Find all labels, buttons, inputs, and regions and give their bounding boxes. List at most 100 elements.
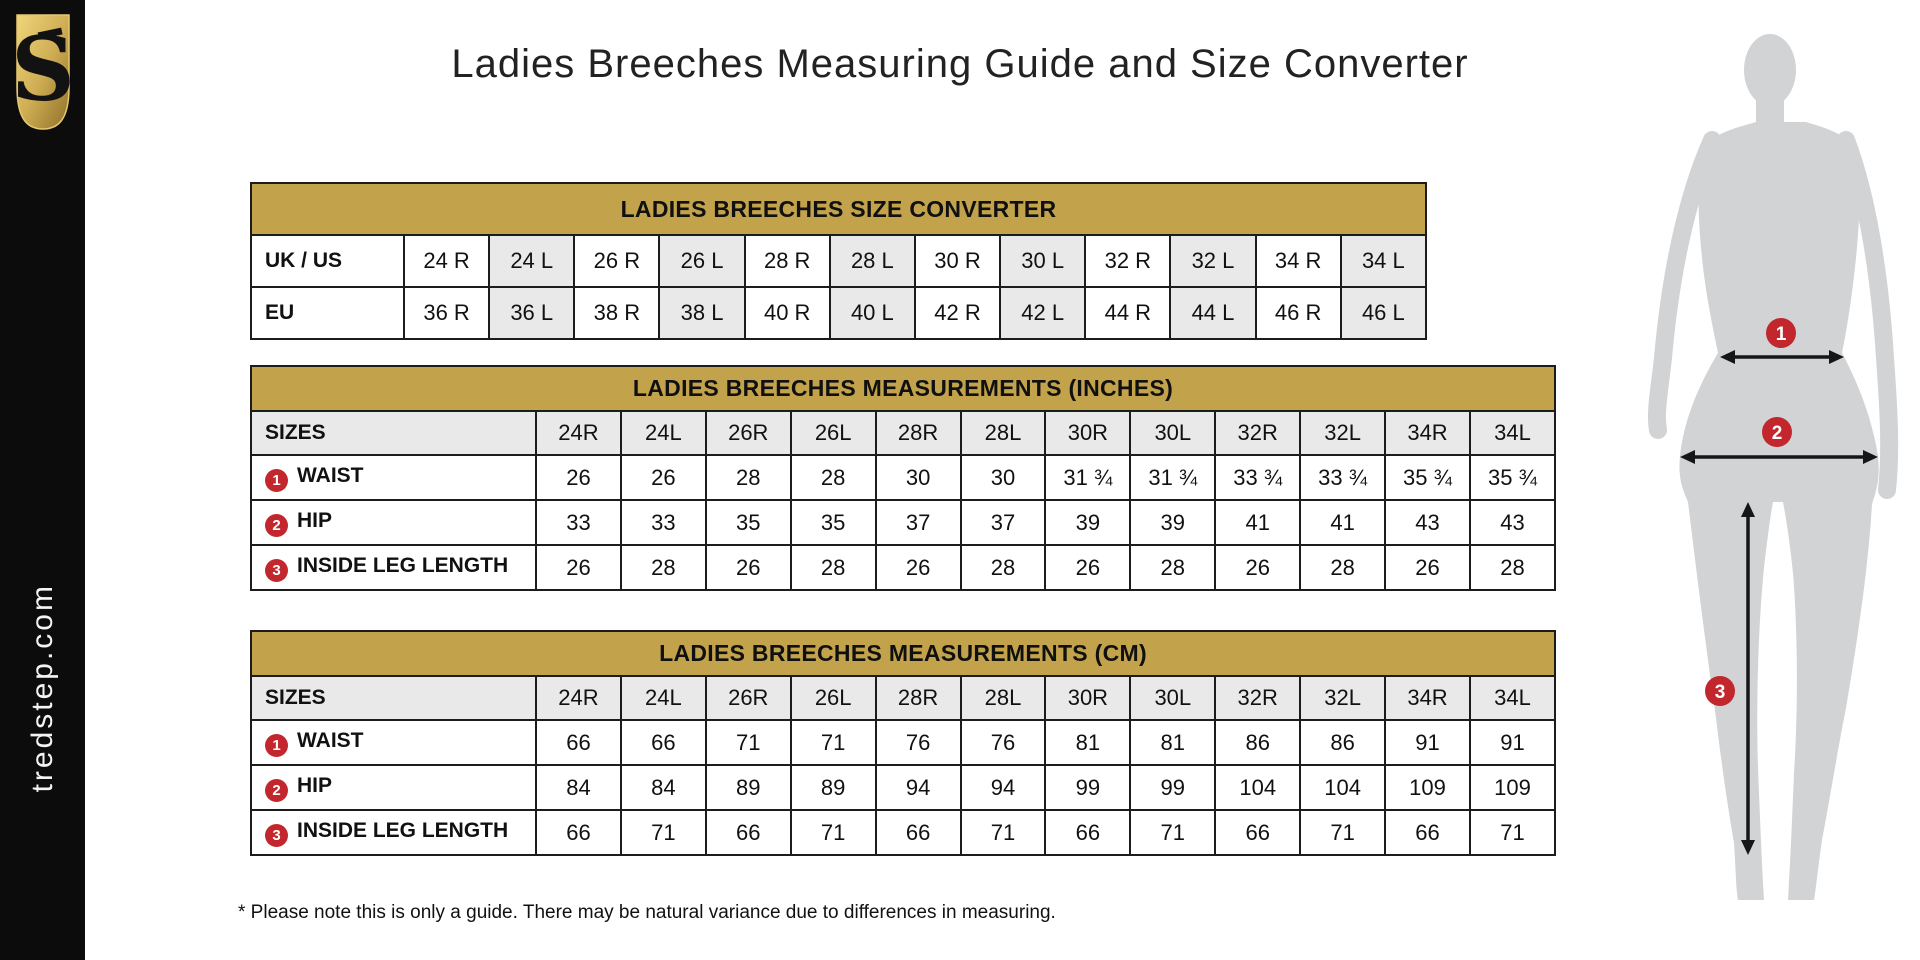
inside-leg-arrow	[1741, 502, 1755, 855]
size-header-cell: 28R	[874, 675, 962, 721]
measurement-cell: 84	[535, 764, 622, 811]
inside-leg-row: 3 INSIDE LEG LENGTH 66 71 66 71 66 71 66 …	[250, 809, 1557, 856]
measurement-cell: 35	[789, 499, 877, 546]
size-header-cell: 34R	[1384, 675, 1471, 721]
marker-badge-3: 3	[265, 558, 288, 582]
measurement-cell: 71	[959, 809, 1047, 856]
size-cell: 32 L	[1169, 234, 1257, 288]
measurement-cell: 31 ¾	[1129, 454, 1217, 501]
size-header-cell: 26L	[789, 675, 877, 721]
measurement-cell: 94	[959, 764, 1047, 811]
size-cell: 46 L	[1339, 286, 1428, 340]
table-row-eu: EU 36 R 36 L 38 R 38 L 40 R 40 L 42 R 42…	[250, 286, 1428, 340]
size-header-cell: 26R	[704, 675, 792, 721]
row-label: 3 INSIDE LEG LENGTH	[250, 544, 537, 591]
row-label: 1 WAIST	[250, 454, 537, 501]
measurement-cell: 43	[1468, 499, 1557, 546]
svg-text:1: 1	[1776, 324, 1787, 345]
page-title: Ladies Breeches Measuring Guide and Size…	[451, 42, 1469, 86]
figure-marker-2: 2	[1762, 417, 1792, 447]
waist-row: 1 WAIST 26 26 28 28 30 30 31 ¾ 31 ¾ 33 ¾ …	[250, 454, 1557, 501]
measurement-cell: 33 ¾	[1214, 454, 1302, 501]
measurement-cell: 71	[789, 719, 877, 766]
measurement-cell: 66	[619, 719, 707, 766]
size-header-cell: 32R	[1214, 675, 1302, 721]
size-header-cell: 24L	[619, 675, 707, 721]
measurement-cell: 26	[535, 454, 622, 501]
size-header-cell: 24L	[619, 410, 707, 456]
table-title: LADIES BREECHES SIZE CONVERTER	[250, 182, 1427, 236]
size-header-cell: 28L	[959, 675, 1047, 721]
measurement-cell: 28	[1299, 544, 1387, 591]
size-cell: 46 R	[1254, 286, 1342, 340]
measurement-cell: 33 ¾	[1299, 454, 1387, 501]
measurements-cm-table: LADIES BREECHES MEASUREMENTS (CM) SIZES …	[250, 630, 1557, 856]
size-cell: 34 L	[1339, 234, 1428, 288]
measurement-cell: 71	[704, 719, 792, 766]
measurement-cell: 35 ¾	[1468, 454, 1557, 501]
size-cell: 28 L	[828, 234, 916, 288]
hip-row: 2 HIP 33 33 35 35 37 37 39 39 41 41 43 43	[250, 499, 1557, 546]
measurement-cell: 71	[619, 809, 707, 856]
measurement-cell: 91	[1384, 719, 1471, 766]
measurement-cell: 37	[874, 499, 962, 546]
size-header-cell: 30R	[1044, 410, 1132, 456]
measurement-cell: 28	[1129, 544, 1217, 591]
measurement-cell: 66	[535, 719, 622, 766]
measurement-cell: 71	[789, 809, 877, 856]
tredstep-logo-icon: S	[14, 14, 72, 130]
size-header-cell: 34R	[1384, 410, 1471, 456]
size-cell: 40 R	[743, 286, 831, 340]
waist-row: 1 WAIST 66 66 71 71 76 76 81 81 86 86 91 …	[250, 719, 1557, 766]
measurement-cell: 26	[619, 454, 707, 501]
size-header-cell: 26R	[704, 410, 792, 456]
size-header-cell: 34L	[1468, 675, 1557, 721]
size-cell: 30 L	[999, 234, 1087, 288]
measurement-cell: 76	[959, 719, 1047, 766]
size-header-cell: 30L	[1129, 410, 1217, 456]
measurement-cell: 86	[1299, 719, 1387, 766]
measurement-cell: 33	[535, 499, 622, 546]
sizes-header-row: SIZES 24R 24L 26R 26L 28R 28L 30R 30L 32…	[250, 675, 1557, 721]
inside-leg-row: 3 INSIDE LEG LENGTH 26 28 26 28 26 28 26 …	[250, 544, 1557, 591]
hip-arrow	[1680, 450, 1878, 464]
row-label: SIZES	[250, 675, 537, 721]
size-header-cell: 24R	[535, 410, 622, 456]
size-cell: 44 R	[1084, 286, 1172, 340]
measurement-cell: 89	[789, 764, 877, 811]
size-header-cell: 30L	[1129, 675, 1217, 721]
size-header-cell: 24R	[535, 675, 622, 721]
size-cell: 42 R	[913, 286, 1002, 340]
measurement-cell: 94	[874, 764, 962, 811]
measurement-cell: 66	[1044, 809, 1132, 856]
table-row-ukus: UK / US 24 R 24 L 26 R 26 L 28 R 28 L 30…	[250, 234, 1428, 288]
measurement-cell: 28	[619, 544, 707, 591]
figure-marker-1: 1	[1766, 318, 1796, 348]
size-header-cell: 28L	[959, 410, 1047, 456]
measurement-cell: 28	[789, 544, 877, 591]
measurement-cell: 66	[1214, 809, 1302, 856]
marker-badge-1: 1	[265, 733, 288, 757]
measurement-cell: 43	[1384, 499, 1471, 546]
measurement-cell: 91	[1468, 719, 1557, 766]
measurement-cell: 76	[874, 719, 962, 766]
size-cell: 24 R	[402, 234, 491, 288]
measurement-cell: 89	[704, 764, 792, 811]
size-cell: 42 L	[999, 286, 1087, 340]
measurement-cell: 28	[959, 544, 1047, 591]
size-cell: 26 R	[573, 234, 661, 288]
marker-badge-1: 1	[265, 468, 288, 492]
size-cell: 38 R	[573, 286, 661, 340]
measurement-cell: 37	[959, 499, 1047, 546]
size-header-cell: 34L	[1468, 410, 1557, 456]
row-label: 2 HIP	[250, 499, 537, 546]
size-header-cell: 32R	[1214, 410, 1302, 456]
row-label: 1 WAIST	[250, 719, 537, 766]
brand-url: tredstep.com	[25, 582, 59, 792]
size-cell: 34 R	[1254, 234, 1342, 288]
row-label: EU	[250, 286, 405, 340]
hip-row: 2 HIP 84 84 89 89 94 94 99 99 104 104 109…	[250, 764, 1557, 811]
measurement-cell: 71	[1468, 809, 1557, 856]
measurement-cell: 26	[1214, 544, 1302, 591]
